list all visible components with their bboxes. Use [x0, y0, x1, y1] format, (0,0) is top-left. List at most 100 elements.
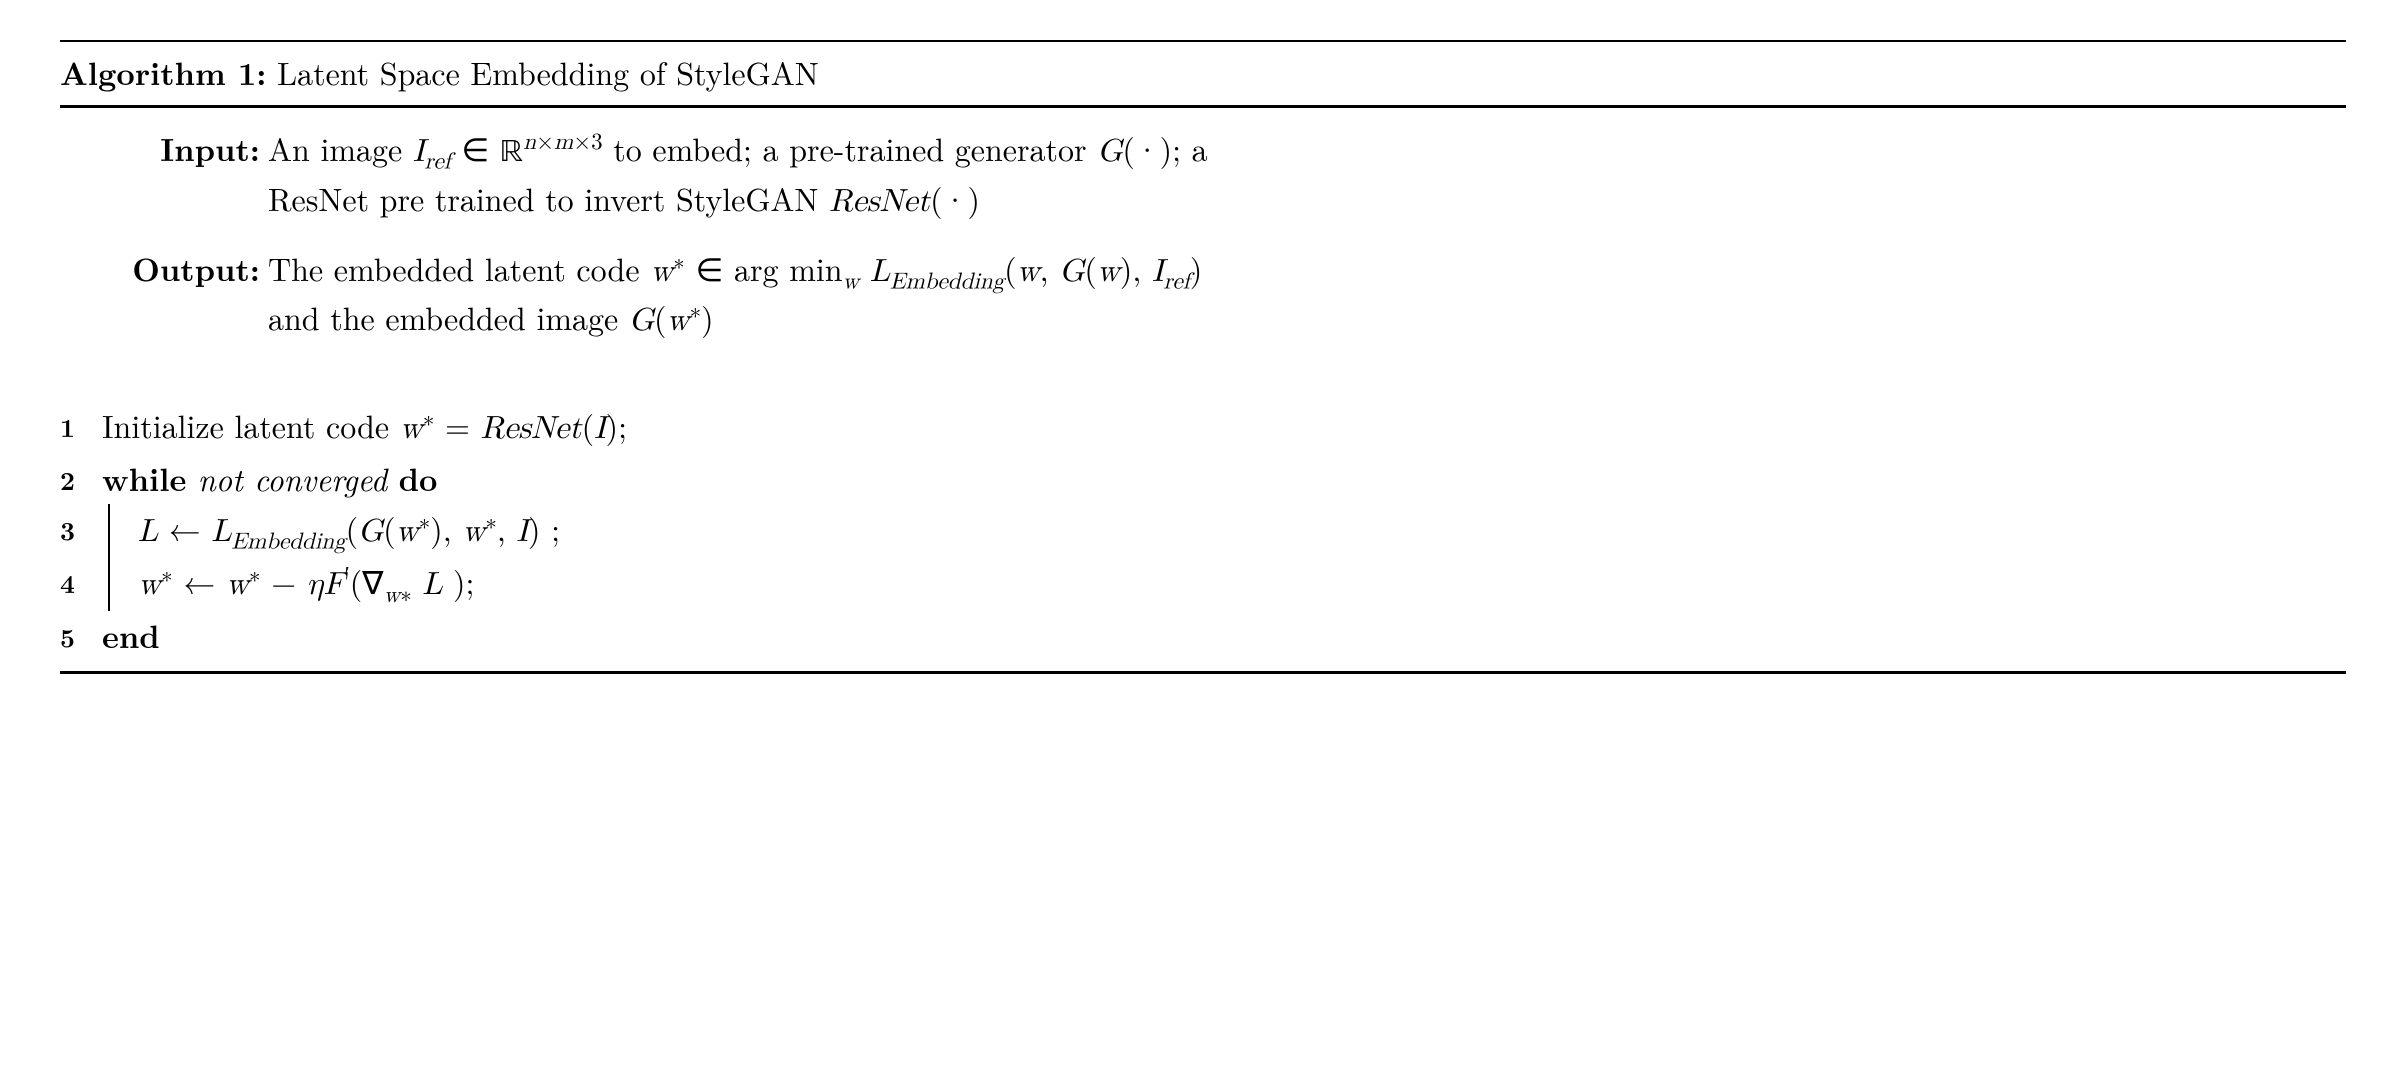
step-5-body: end [102, 611, 2346, 661]
input-line2-pre: ResNet pre trained to invert StyleGAN [268, 176, 829, 221]
s1-pre: Initialize latent code [102, 403, 400, 448]
s3-c2: , [497, 506, 517, 551]
step-num-2: 2 [60, 454, 102, 500]
step-5: 5 end [60, 611, 2346, 661]
math-in: ∈ [451, 126, 500, 171]
output-pre: The embedded latent code [268, 246, 650, 291]
arg-Gw: w [1097, 256, 1120, 288]
l2-star: ∗ [690, 293, 702, 326]
step-3: 3 L ← LEmbedding(G(w∗), w∗, I) ; [60, 504, 2346, 558]
s3-Le: L [211, 516, 231, 548]
input-content: An image Iref ∈ ℝn×m×3 to embed; a pre-t… [268, 126, 2346, 226]
s3-star1: ∗ [419, 503, 431, 536]
s4-sub-w: w [384, 584, 401, 607]
s1-close: ); [606, 403, 627, 448]
s1-eq: = [434, 403, 480, 448]
step-num-5: 5 [60, 611, 102, 657]
l2-G: G [629, 305, 654, 337]
s4-minus: − [261, 559, 307, 604]
while-cond: not converged [186, 456, 398, 501]
input-text: An image [268, 126, 413, 171]
output-label: Output: [60, 246, 268, 291]
algorithm-title-text: Latent Space Embedding of StyleGAN [277, 50, 819, 95]
input-row: Input: An image Iref ∈ ℝn×m×3 to embed; … [60, 126, 2346, 226]
s3-star2: ∗ [485, 503, 497, 536]
io-block: Input: An image Iref ∈ ℝn×m×3 to embed; … [60, 108, 2346, 395]
step-1: 1 Initialize latent code w∗ = ResNet(I); [60, 401, 2346, 455]
s1-open: ( [582, 403, 594, 448]
algorithm-title-row: Algorithm 1: Latent Space Embedding of S… [60, 42, 2346, 105]
step-1-body: Initialize latent code w∗ = ResNet(I); [102, 401, 2346, 455]
input-post: to embed; a pre-trained generator [603, 126, 1098, 171]
s3-c1: , [443, 506, 463, 551]
step-4-body: w∗ ← w∗ − ηF′(∇w∗ L ); [108, 557, 2346, 611]
kw-do: do [399, 456, 438, 501]
math-ref-sub: ref [424, 150, 450, 173]
exp-x1: × [536, 123, 554, 156]
step-num-1: 1 [60, 401, 102, 447]
math-G: G [1097, 136, 1122, 168]
s4-star2: ∗ [249, 557, 261, 590]
s1-resnet: ResNet [481, 413, 582, 445]
step-3-body: L ← LEmbedding(G(w∗), w∗, I) ; [108, 504, 2346, 558]
step-4: 4 w∗ ← w∗ − ηF′(∇w∗ L ); [60, 557, 2346, 611]
l2-w: w [666, 305, 689, 337]
math-L: L [870, 256, 890, 288]
math-ResNet: ResNet [829, 186, 930, 218]
s3-I: I [516, 516, 528, 548]
step-num-4: 4 [60, 557, 102, 603]
arg-Iref: ref [1164, 270, 1190, 293]
s1-I: I [594, 413, 606, 445]
exp-x2: × [573, 123, 591, 156]
s3-L: L [138, 516, 158, 548]
exp-m: m [554, 131, 573, 154]
s3-w1: w [396, 516, 419, 548]
s4-w: w [138, 569, 161, 601]
s3-Gclose: ) [430, 506, 442, 551]
s4-sub: w∗ [384, 576, 412, 609]
s1-w: w [400, 413, 423, 445]
argmin-sub: w [843, 270, 860, 293]
open: ( [1004, 246, 1016, 291]
c1: , [1040, 246, 1060, 291]
exp-n: n [523, 131, 536, 154]
step-num-3: 3 [60, 504, 102, 550]
s1-star: ∗ [423, 400, 435, 433]
math-exp: n×m×3 [523, 123, 602, 156]
algorithm-label: Algorithm 1: [60, 50, 266, 95]
l2-open: ( [654, 295, 666, 340]
algorithm-block: Algorithm 1: Latent Space Embedding of S… [60, 40, 2346, 674]
math-I: I [413, 136, 425, 168]
l2-close: ) [701, 295, 713, 340]
s4-F: F [324, 569, 345, 601]
kw-end: end [102, 613, 160, 658]
c2: , [1132, 246, 1152, 291]
math-w: w [650, 256, 673, 288]
algorithm-steps: 1 Initialize latent code w∗ = ResNet(I);… [60, 395, 2346, 671]
s4-nabla: ∇ [362, 559, 383, 604]
math-ResNet-args: (·) [930, 176, 980, 221]
kw-while: while [102, 456, 186, 501]
s3-arrow: ← [158, 506, 211, 551]
s4-eta: η [307, 569, 324, 601]
rule-bottom [60, 671, 2346, 674]
s3-Gopen: ( [383, 506, 395, 551]
output-content: The embedded latent code w∗ ∈ arg minw L… [268, 246, 2346, 345]
s4-w2: w [226, 569, 249, 601]
step-2-body: while not converged do [102, 454, 2346, 504]
s3-w2: w [462, 516, 485, 548]
math-star: ∗ [673, 243, 685, 276]
math-Gargs: (·); a [1122, 126, 1207, 171]
s4-close: ); [442, 559, 474, 604]
arg-G: G [1059, 256, 1084, 288]
s4-L: L [422, 569, 442, 601]
Gopen: ( [1084, 246, 1096, 291]
math-L-sub: Embedding [890, 270, 1004, 293]
input-label: Input: [60, 126, 268, 171]
s4-sub-star: ∗ [400, 576, 412, 609]
sp [859, 246, 870, 291]
Gclose: ) [1120, 246, 1132, 291]
s4-star: ∗ [161, 557, 173, 590]
exp-3: 3 [591, 123, 603, 156]
s4-sp [412, 559, 423, 604]
